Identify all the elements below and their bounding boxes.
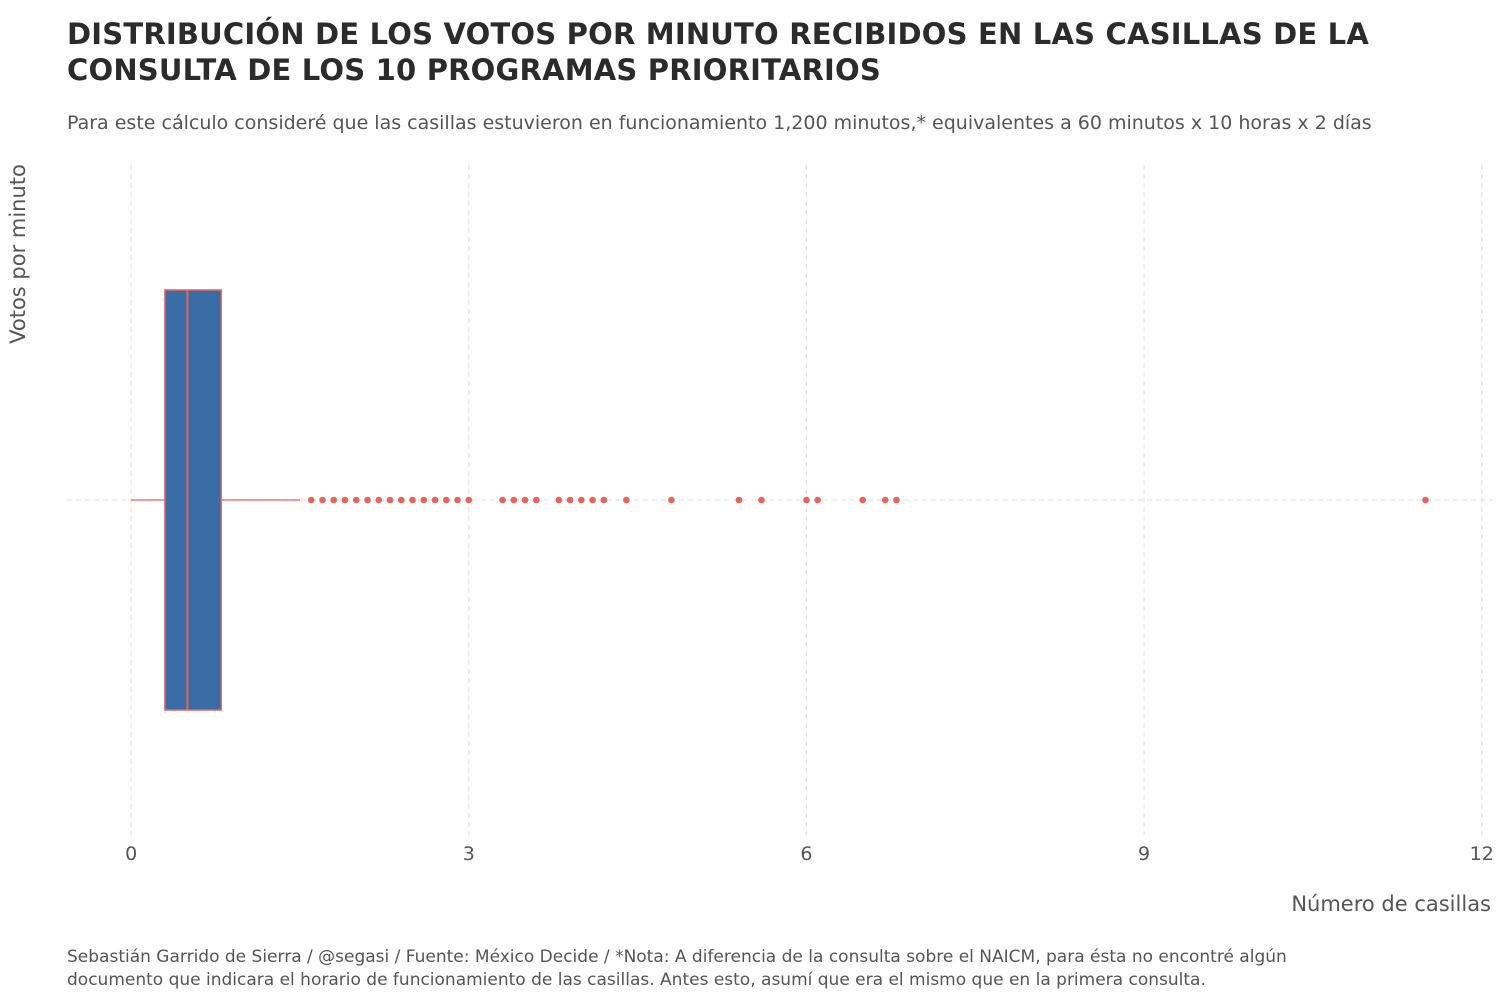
outlier-point — [881, 496, 889, 504]
chart-caption: Sebastián Garrido de Sierra / @segasi / … — [67, 946, 1387, 992]
y-axis-label: Votos por minuto — [6, 164, 30, 344]
outlier-point — [533, 496, 540, 504]
outlier-point — [499, 496, 506, 504]
chart-subtitle: Para este cálculo consideré que las casi… — [67, 112, 1372, 134]
x-tick-label: 0 — [125, 843, 137, 865]
outlier-point — [893, 496, 900, 504]
outlier-point — [510, 496, 518, 504]
outlier-point — [555, 496, 563, 504]
boxplot — [131, 289, 300, 711]
outlier-point — [735, 496, 743, 504]
x-tick-label: 9 — [1138, 843, 1150, 865]
outlier-point — [589, 496, 596, 504]
outlier-points — [307, 496, 1429, 504]
outlier-point — [364, 496, 371, 504]
outlier-point — [758, 496, 765, 504]
outlier-point — [307, 496, 315, 504]
outlier-point — [330, 496, 338, 504]
outlier-point — [1422, 496, 1429, 504]
caption-line-2: documento que indicara el horario de fun… — [67, 970, 1206, 990]
boxplot-chart: 0 3 6 9 12 Número de casillas Votos por minu… — [6, 164, 1494, 916]
chart-title: DISTRIBUCIÓN DE LOS VOTOS POR MINUTO REC… — [67, 16, 1467, 88]
x-axis-ticks: 0 3 6 9 12 — [125, 843, 1494, 865]
outlier-point — [420, 496, 428, 504]
outlier-point — [814, 496, 822, 504]
outlier-point — [803, 496, 810, 504]
x-tick-label: 6 — [800, 843, 812, 865]
outlier-point — [375, 496, 383, 504]
outlier-point — [319, 496, 326, 504]
outlier-point — [386, 496, 394, 504]
title-line-2: CONSULTA DE LOS 10 PROGRAMAS PRIORITARIO… — [67, 53, 881, 87]
outlier-point — [431, 496, 439, 504]
outlier-point — [668, 496, 675, 504]
outlier-point — [442, 496, 450, 504]
outlier-point — [352, 496, 360, 504]
outlier-point — [409, 496, 416, 504]
outlier-point — [341, 496, 349, 504]
outlier-point — [454, 496, 461, 504]
caption-line-1: Sebastián Garrido de Sierra / @segasi / … — [67, 947, 1287, 967]
outlier-point — [600, 496, 608, 504]
outlier-point — [566, 496, 574, 504]
interquartile-box — [164, 289, 222, 711]
outlier-point — [578, 496, 585, 504]
outlier-point — [465, 496, 473, 504]
outlier-point — [623, 496, 630, 504]
x-tick-label: 3 — [463, 843, 475, 865]
outlier-point — [397, 496, 405, 504]
outlier-point — [859, 496, 867, 504]
x-axis-label: Número de casillas — [1291, 892, 1491, 916]
title-line-1: DISTRIBUCIÓN DE LOS VOTOS POR MINUTO REC… — [67, 17, 1369, 51]
outlier-point — [521, 496, 529, 504]
x-tick-label: 12 — [1470, 843, 1494, 865]
